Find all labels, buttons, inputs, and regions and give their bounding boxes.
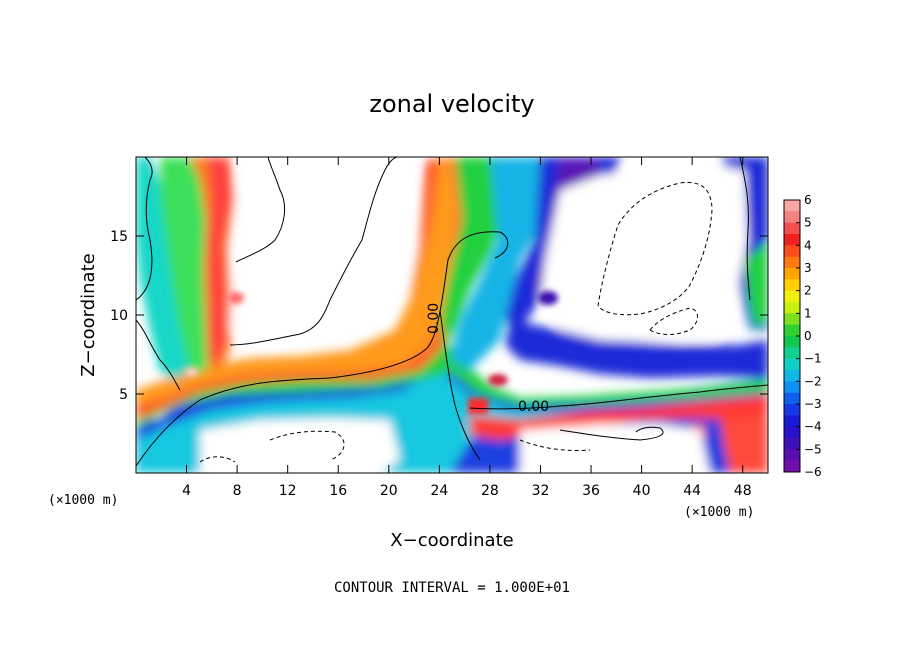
contour-lines xyxy=(136,157,768,467)
colorbar-swatch xyxy=(784,347,800,360)
colorbar: 6 5 4 3 2 1 0 −1 −2 −3 −4 −5 −6 xyxy=(783,193,822,479)
y-tick-label: 5 xyxy=(119,387,128,403)
colorbar-swatch xyxy=(784,336,800,348)
x-tick-label: 40 xyxy=(633,483,651,499)
x-tick-label: 4 xyxy=(182,483,191,499)
x-axis-label: X−coordinate xyxy=(390,530,513,551)
y-tick-label: 15 xyxy=(110,229,128,245)
colorbar-tick-label: 2 xyxy=(804,284,812,298)
colorbar-swatch xyxy=(784,279,800,292)
colorbar-swatch xyxy=(784,449,800,462)
x-tick-label: 48 xyxy=(734,483,752,499)
x-tick-label: 24 xyxy=(430,483,448,499)
colorbar-swatch xyxy=(784,370,800,382)
negative-contours xyxy=(199,181,713,463)
colorbar-swatch xyxy=(784,324,800,337)
colorbar-swatch xyxy=(784,222,800,235)
colorbar-tick-label: −3 xyxy=(804,397,822,411)
colorbar-swatch xyxy=(784,392,800,405)
colorbar-swatch xyxy=(784,200,800,212)
velocity-field: 0.00 0.00 xyxy=(136,157,768,473)
x-tick-label: 28 xyxy=(481,483,499,499)
x-tick-label: 12 xyxy=(279,483,297,499)
colorbar-tick-label: −2 xyxy=(804,374,822,388)
colorbar-swatch xyxy=(784,245,800,258)
y-axis-label: Z−coordinate xyxy=(78,253,99,376)
colorbar-tick-label: −6 xyxy=(804,465,822,479)
colorbar-swatch xyxy=(784,302,800,314)
colorbar-swatch xyxy=(784,426,800,439)
x-tick-label: 16 xyxy=(329,483,347,499)
chart-title: zonal velocity xyxy=(369,90,534,118)
colorbar-swatch xyxy=(784,313,800,326)
colorbar-tick-label: 1 xyxy=(804,306,812,320)
y-axis: 5 10 15 xyxy=(110,229,768,403)
colorbar-tick-label: 4 xyxy=(804,238,812,252)
colorbar-swatch xyxy=(784,415,800,428)
colorbar-tick-label: 3 xyxy=(804,261,812,275)
colorbar-swatch xyxy=(784,234,800,246)
colorbar-tick-label: 5 xyxy=(804,216,812,230)
x-unit-left: (×1000 m) xyxy=(48,493,118,508)
x-axis: 4 8 12 16 20 24 28 32 36 40 44 48 xyxy=(182,157,752,499)
colorbar-tick-label: 0 xyxy=(804,329,812,343)
colorbar-tick-label: 6 xyxy=(804,193,812,207)
colorbar-swatch xyxy=(784,211,800,224)
colorbar-swatch xyxy=(784,381,800,394)
x-tick-label: 20 xyxy=(380,483,398,499)
colorbar-swatch xyxy=(784,404,800,416)
x-unit-right: (×1000 m) xyxy=(684,505,754,520)
x-tick-label: 36 xyxy=(582,483,600,499)
colorbar-swatch xyxy=(784,438,800,450)
contour-label-2: 0.00 xyxy=(518,399,549,415)
colorbar-tick-label: −4 xyxy=(804,420,822,434)
colorbar-tick-label: −1 xyxy=(804,352,822,366)
contour-interval-note: CONTOUR INTERVAL = 1.000E+01 xyxy=(334,580,570,596)
colorbar-tick-label: −5 xyxy=(804,442,822,456)
x-tick-label: 8 xyxy=(233,483,242,499)
colorbar-swatch xyxy=(784,460,800,473)
x-tick-label: 44 xyxy=(683,483,701,499)
contour-label-1: 0.00 xyxy=(426,303,442,334)
colorbar-swatch xyxy=(784,268,800,280)
colorbar-swatch xyxy=(784,358,800,371)
colorbar-swatch xyxy=(784,290,800,303)
x-tick-label: 32 xyxy=(532,483,550,499)
y-tick-label: 10 xyxy=(110,308,128,324)
colorbar-swatch xyxy=(784,256,800,269)
